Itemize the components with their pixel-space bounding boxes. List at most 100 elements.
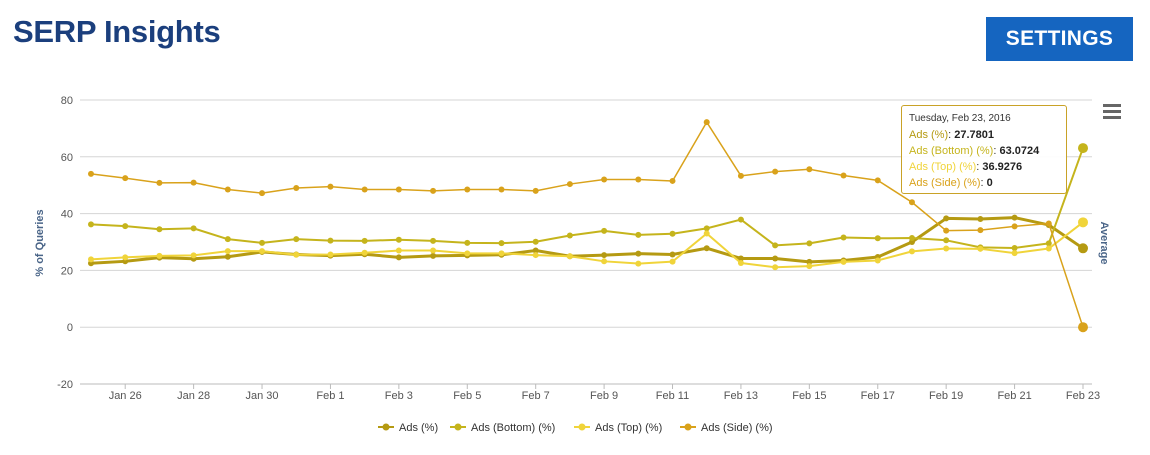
data-point[interactable] [156, 252, 163, 259]
data-point[interactable] [703, 119, 710, 126]
data-point[interactable] [635, 176, 642, 183]
chart-legend[interactable]: Ads (%) Ads (Bottom) (%) Ads (Top) (%) Ads … [378, 422, 773, 434]
data-point[interactable] [224, 253, 231, 260]
data-point[interactable] [601, 176, 608, 183]
data-point[interactable] [361, 186, 368, 193]
data-point[interactable] [908, 199, 915, 206]
data-point[interactable] [122, 254, 129, 261]
data-point[interactable] [943, 237, 950, 244]
settings-button[interactable]: SETTINGS [986, 17, 1133, 61]
data-point[interactable] [669, 230, 676, 237]
data-point[interactable] [327, 251, 334, 258]
data-point[interactable] [156, 179, 163, 186]
data-point[interactable] [635, 231, 642, 238]
data-point[interactable] [327, 183, 334, 190]
data-point[interactable] [224, 236, 231, 243]
data-point[interactable] [293, 236, 300, 243]
data-point[interactable] [464, 250, 471, 257]
data-point[interactable] [498, 240, 505, 247]
data-point[interactable] [601, 227, 608, 234]
data-point[interactable] [840, 258, 847, 265]
data-point[interactable] [737, 260, 744, 267]
legend-item[interactable]: Ads (Bottom) (%) [450, 422, 555, 434]
data-point[interactable] [259, 248, 266, 255]
data-point[interactable] [532, 187, 539, 194]
data-point[interactable] [566, 181, 573, 188]
data-point[interactable] [601, 252, 608, 259]
data-point[interactable] [361, 249, 368, 256]
data-point[interactable] [395, 236, 402, 243]
data-point[interactable] [430, 187, 437, 194]
data-point[interactable] [806, 258, 813, 265]
data-point[interactable] [464, 239, 471, 246]
data-point[interactable] [224, 248, 231, 255]
data-point[interactable] [190, 252, 197, 259]
data-point[interactable] [772, 255, 779, 262]
data-point[interactable] [498, 186, 505, 193]
data-point[interactable] [806, 240, 813, 247]
data-point[interactable] [88, 256, 94, 263]
data-point[interactable] [395, 247, 402, 254]
data-point[interactable] [772, 168, 779, 175]
data-point[interactable] [1011, 244, 1018, 251]
data-point[interactable] [122, 223, 129, 230]
data-point[interactable] [1078, 217, 1088, 228]
data-point[interactable] [327, 237, 334, 244]
data-point[interactable] [566, 253, 573, 260]
data-point[interactable] [88, 170, 94, 177]
data-point[interactable] [430, 237, 437, 244]
data-point[interactable] [224, 186, 231, 193]
data-point[interactable] [943, 227, 950, 234]
data-point[interactable] [874, 235, 881, 242]
legend-item[interactable]: Ads (%) [378, 422, 438, 434]
data-point[interactable] [1045, 245, 1052, 252]
data-point[interactable] [977, 215, 984, 222]
data-point[interactable] [943, 215, 950, 222]
data-point[interactable] [430, 252, 437, 259]
data-point[interactable] [772, 264, 779, 271]
data-point[interactable] [532, 252, 539, 259]
data-point[interactable] [977, 245, 984, 252]
data-point[interactable] [703, 245, 710, 252]
data-point[interactable] [737, 172, 744, 179]
data-point[interactable] [908, 248, 915, 255]
data-point[interactable] [772, 242, 779, 249]
data-point[interactable] [259, 239, 266, 246]
data-point[interactable] [601, 258, 608, 265]
data-point[interactable] [259, 190, 266, 197]
hamburger-menu-icon[interactable] [1103, 104, 1121, 120]
data-point[interactable] [737, 216, 744, 223]
data-point[interactable] [498, 250, 505, 257]
data-point[interactable] [190, 179, 197, 186]
data-point[interactable] [1078, 322, 1088, 333]
data-point[interactable] [1045, 220, 1052, 227]
data-point[interactable] [395, 186, 402, 193]
data-point[interactable] [1045, 240, 1052, 247]
data-point[interactable] [156, 226, 163, 233]
data-point[interactable] [669, 251, 676, 258]
data-point[interactable] [1011, 250, 1018, 257]
data-point[interactable] [88, 221, 94, 228]
data-point[interactable] [635, 260, 642, 267]
data-point[interactable] [1011, 214, 1018, 221]
data-point[interactable] [703, 225, 710, 232]
data-point[interactable] [190, 225, 197, 232]
data-point[interactable] [977, 227, 984, 234]
data-point[interactable] [874, 257, 881, 264]
legend-item[interactable]: Ads (Side) (%) [680, 422, 773, 434]
data-point[interactable] [293, 251, 300, 258]
data-point[interactable] [293, 185, 300, 192]
data-point[interactable] [908, 235, 915, 242]
data-point[interactable] [430, 247, 437, 254]
data-point[interactable] [737, 255, 744, 262]
data-point[interactable] [703, 230, 710, 237]
data-point[interactable] [874, 177, 881, 184]
data-point[interactable] [840, 172, 847, 179]
data-point[interactable] [943, 245, 950, 252]
data-point[interactable] [532, 238, 539, 245]
data-point[interactable] [669, 177, 676, 184]
data-point[interactable] [122, 175, 129, 182]
data-point[interactable] [566, 232, 573, 239]
data-point[interactable] [840, 234, 847, 241]
data-point[interactable] [669, 258, 676, 265]
